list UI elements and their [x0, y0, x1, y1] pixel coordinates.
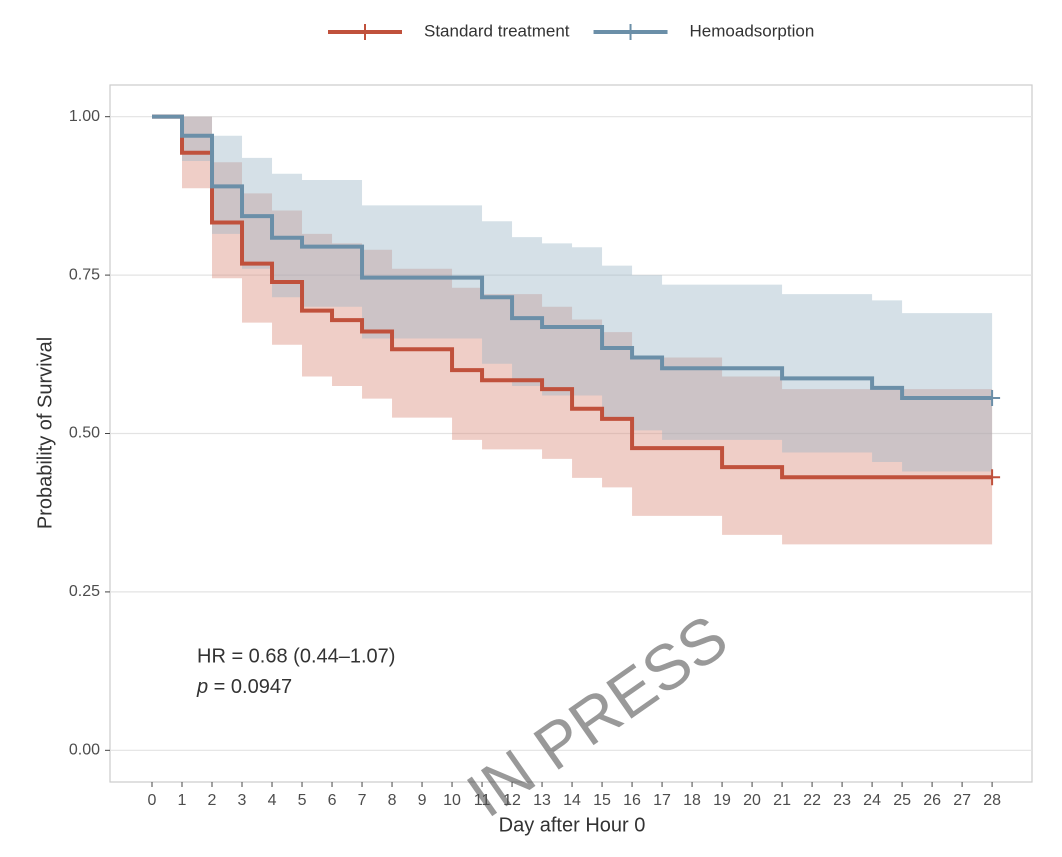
censor-mark	[984, 390, 1001, 407]
survival-line	[152, 114, 993, 401]
x-tick-label: 19	[713, 792, 731, 809]
x-tick-label: 15	[593, 792, 611, 809]
y-tick-label: 0.50	[69, 425, 100, 442]
x-tick-label: 25	[893, 792, 911, 809]
y-axis-label: Probability of Survival	[34, 337, 56, 529]
x-tick-label: 27	[953, 792, 971, 809]
x-tick-label: 9	[418, 792, 427, 809]
x-tick-label: 0	[148, 792, 157, 809]
y-tick-label: 0.25	[69, 583, 100, 600]
x-tick-label: 28	[983, 792, 1001, 809]
annotation: p = 0.0947	[196, 676, 292, 698]
confidence-band	[152, 116, 993, 545]
y-tick-label: 0.00	[69, 742, 100, 759]
x-tick-label: 18	[683, 792, 701, 809]
x-tick-label: 26	[923, 792, 941, 809]
confidence-band	[152, 116, 993, 472]
legend-label: Standard treatment	[424, 21, 570, 40]
survival-line	[152, 114, 993, 480]
x-tick-label: 12	[503, 792, 521, 809]
x-tick-label: 23	[833, 792, 851, 809]
annotation-text: = 0.0947	[208, 676, 292, 698]
x-tick-label: 22	[803, 792, 821, 809]
x-axis-label: Day after Hour 0	[499, 814, 646, 836]
x-tick-label: 13	[533, 792, 551, 809]
x-tick-label: 21	[773, 792, 791, 809]
annotation-symbol: p	[196, 676, 208, 698]
x-tick-label: 20	[743, 792, 761, 809]
y-tick-label: 1.00	[69, 108, 100, 125]
annotation: HR = 0.68 (0.44–1.07)	[197, 645, 395, 667]
y-tick-label: 0.75	[69, 266, 100, 283]
x-tick-label: 14	[563, 792, 581, 809]
x-tick-label: 24	[863, 792, 881, 809]
x-tick-label: 5	[298, 792, 307, 809]
x-tick-label: 3	[238, 792, 247, 809]
x-tick-label: 8	[388, 792, 397, 809]
x-tick-label: 16	[623, 792, 641, 809]
censor-mark	[984, 469, 1001, 486]
x-tick-label: 1	[178, 792, 187, 809]
legend-label: Hemoadsorption	[690, 21, 815, 40]
x-tick-label: 6	[328, 792, 337, 809]
x-tick-label: 2	[208, 792, 217, 809]
x-tick-label: 7	[358, 792, 367, 809]
x-tick-label: 11	[474, 792, 491, 809]
x-tick-label: 4	[268, 792, 277, 809]
x-tick-label: 10	[443, 792, 461, 809]
x-tick-label: 17	[653, 792, 671, 809]
